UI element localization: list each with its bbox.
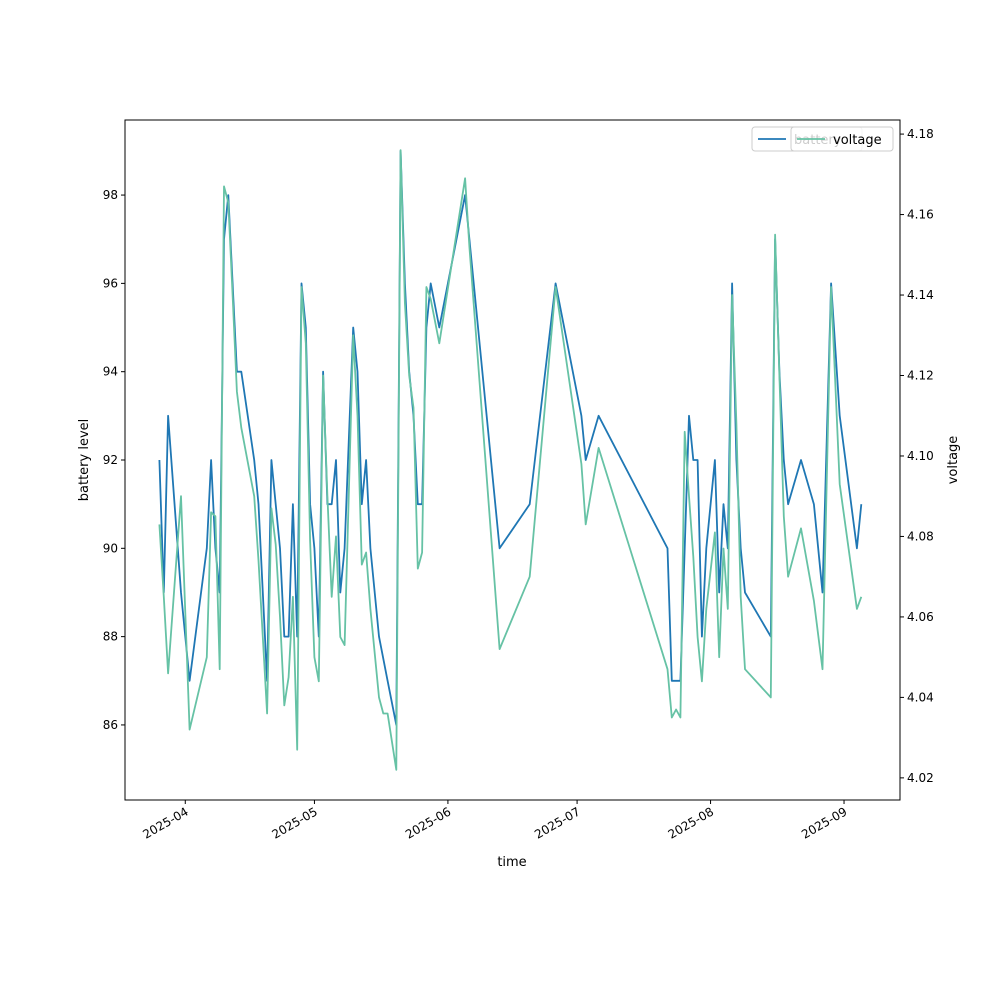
y-right-tick-label-4.14: 4.14: [907, 288, 934, 302]
y-right-tick-label-4.12: 4.12: [907, 369, 934, 383]
legend-label-voltage: voltage: [833, 133, 882, 148]
y-right-tick-label-4.04: 4.04: [907, 690, 934, 704]
series-line-battery: [158, 149, 863, 726]
series-layer: [158, 149, 863, 771]
y-right-tick-label-4.02: 4.02: [907, 771, 934, 785]
x-axis: 2025-04 2025-05 2025-06 2025-07 2025-08 2025-…: [140, 800, 850, 842]
x-tick-label-2025-07: 2025-07: [532, 804, 582, 841]
legend-box-voltage: [790, 126, 894, 152]
x-tick-label-2025-08: 2025-08: [666, 804, 716, 841]
y-left-tick-label-96: 96: [103, 276, 118, 290]
y-right-tick-label-4.18: 4.18: [907, 127, 934, 141]
x-axis-label: time: [497, 855, 526, 870]
y-axis-right-label: voltage: [946, 436, 961, 485]
y-right-tick-label-4.06: 4.06: [907, 610, 934, 624]
y-left-tick-label-86: 86: [103, 718, 118, 732]
y-left-tick-label-94: 94: [103, 365, 118, 379]
y-left-tick-label-90: 90: [103, 541, 118, 555]
legend-voltage: voltage: [790, 126, 894, 152]
y-left-tick-label-88: 88: [103, 630, 118, 644]
y-right-tick-label-4.10: 4.10: [907, 449, 934, 463]
y-right-tick-label-4.16: 4.16: [907, 208, 934, 222]
x-tick-label-2025-09: 2025-09: [799, 804, 849, 841]
series-line-voltage: [158, 149, 863, 771]
y-axis-left-label: battery level: [77, 419, 92, 502]
y-right-tick-label-4.08: 4.08: [907, 529, 934, 543]
x-tick-label-2025-06: 2025-06: [403, 804, 453, 841]
y-axis-left: 86 88 90 92 94 96 98: [103, 188, 125, 732]
x-tick-label-2025-05: 2025-05: [269, 804, 319, 841]
x-tick-label-2025-04: 2025-04: [140, 804, 190, 841]
y-left-tick-label-98: 98: [103, 188, 118, 202]
y-left-tick-label-92: 92: [103, 453, 118, 467]
y-axis-right: 4.02 4.04 4.06 4.08 4.10 4.12 4.14 4.16 4.18: [900, 127, 934, 785]
